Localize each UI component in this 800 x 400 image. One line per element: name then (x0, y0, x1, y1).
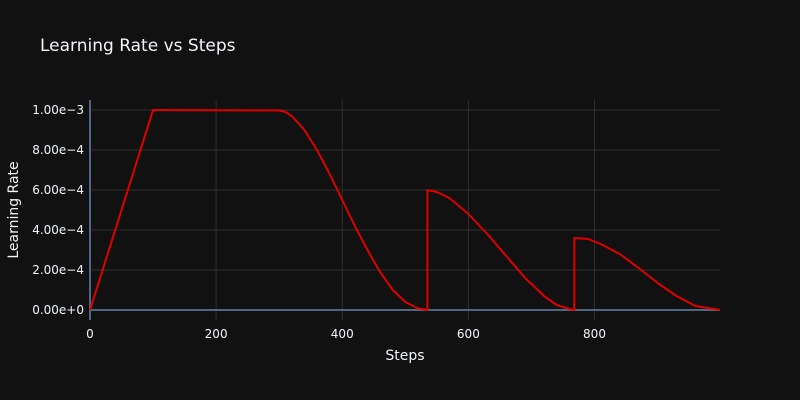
y-tick-label: 6.00e−4 (32, 183, 84, 197)
y-tick-label: 2.00e−4 (32, 263, 84, 277)
y-tick-label: 8.00e−4 (32, 143, 84, 157)
grid-layer (90, 100, 720, 320)
x-tick-labels: 0 200 400 600 800 (86, 327, 606, 341)
x-tick-label: 800 (583, 327, 606, 341)
y-tick-label: 4.00e−4 (32, 223, 84, 237)
zero-lines (89, 100, 720, 320)
y-tick-label: 0.00e+0 (32, 303, 84, 317)
x-axis-title: Steps (385, 348, 424, 364)
y-tick-label: 1.00e−3 (32, 103, 84, 117)
x-tick-label: 0 (86, 327, 94, 341)
y-axis-title: Learning Rate (6, 161, 22, 258)
x-tick-label: 200 (205, 327, 228, 341)
learning-rate-line (89, 109, 721, 311)
chart-title: Learning Rate vs Steps (40, 36, 236, 56)
y-tick-labels: 0.00e+0 2.00e−4 4.00e−4 6.00e−4 8.00e−4 1.00e… (32, 103, 84, 317)
x-tick-label: 400 (331, 327, 354, 341)
series-layer (89, 109, 721, 311)
x-tick-label: 600 (457, 327, 480, 341)
